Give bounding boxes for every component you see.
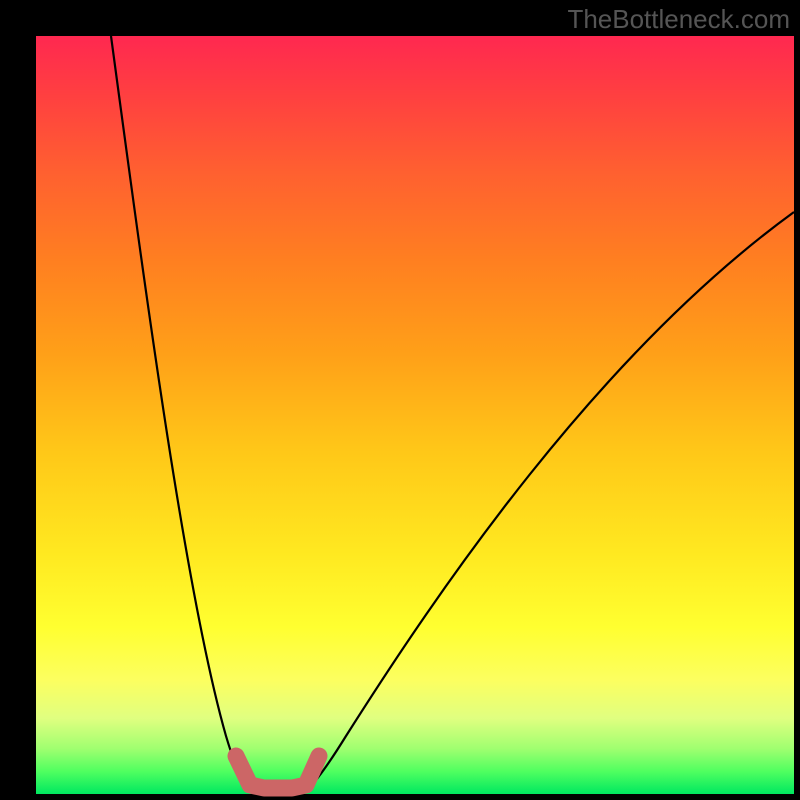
- curve-right-branch: [299, 212, 794, 794]
- chart-plot-area: [36, 36, 794, 794]
- valley-marker: [236, 756, 319, 788]
- watermark-text: TheBottleneck.com: [567, 4, 790, 35]
- curve-left-branch: [111, 36, 255, 794]
- chart-svg: [36, 36, 794, 794]
